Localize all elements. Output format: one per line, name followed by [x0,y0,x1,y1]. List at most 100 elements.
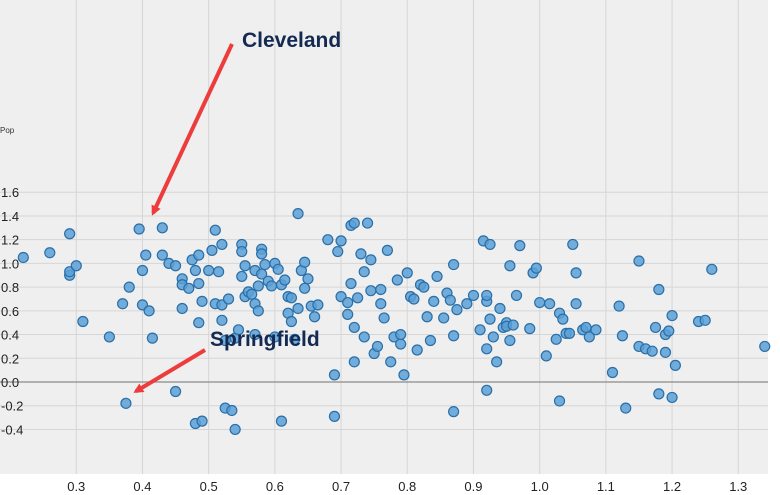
data-point [451,304,463,316]
data-point [77,315,89,328]
annotation-arrow [133,348,207,394]
data-point [193,249,205,261]
data-point [428,295,440,307]
y-axis-label: Pop [0,126,15,135]
data-point [239,260,251,272]
data-point [395,328,407,341]
data-point [213,266,225,278]
data-point [302,273,314,285]
x-tick-label: 0.7 [332,479,350,494]
data-point [136,264,149,277]
data-point [183,282,195,294]
data-point [580,321,592,334]
data-point [590,324,602,336]
data-point [444,294,456,306]
data-point [355,248,367,260]
data-point [481,289,493,302]
data-point [252,305,264,317]
data-point [507,319,519,331]
data-point [666,391,678,404]
x-axis-ticks: 0.3 0.4 0.5 0.6 0.7 0.8 0.9 1.0 1.1 1.2 1.3 [67,479,747,494]
data-point [352,292,364,304]
data-point [759,340,771,353]
data-point [259,258,271,271]
data-point [348,356,360,368]
data-point [616,330,629,342]
data-point [504,334,516,347]
data-point [481,384,493,396]
data-point [203,264,215,277]
data-point [411,344,423,356]
y-tick-label: 0.2 [1,351,19,366]
y-axis-ticks: -0.4 -0.2 0.0 0.2 0.4 0.6 0.8 1.0 1.2 1.4 1.6 [1,185,23,437]
data-point [249,328,261,341]
data-point [646,345,658,357]
data-point [272,263,284,275]
data-point [289,333,301,345]
data-point [494,302,506,315]
data-point [216,238,228,251]
x-tick-label: 1.2 [663,479,681,494]
data-point [308,311,321,323]
data-point [189,264,202,277]
data-point [514,240,526,252]
annotation-label: Springfield [210,328,320,351]
y-tick-label: 0.0 [1,375,19,390]
data-point [375,283,387,296]
data-point [196,295,208,307]
data-point [510,289,523,302]
data-point [365,254,377,266]
data-point [467,289,480,302]
data-point [613,300,625,312]
data-point [375,298,387,310]
data-point [169,260,182,272]
data-point [706,263,718,275]
x-tick-label: 0.8 [398,479,416,494]
data-point [342,296,354,309]
data-point [120,397,132,409]
data-point [206,244,218,256]
data-point [653,283,665,296]
x-tick-label: 1.1 [597,479,615,494]
data-point [335,235,347,247]
data-point [196,415,208,427]
data-point [232,324,245,336]
data-point [395,338,407,350]
data-point [361,217,374,229]
data-point [229,423,241,436]
data-point [553,395,566,407]
data-point [342,308,354,320]
data-point [448,258,460,271]
data-point [534,296,546,309]
data-point [312,299,324,311]
data-point [448,330,460,342]
data-point [504,260,516,272]
data-point [299,282,311,294]
data-point [484,238,496,251]
data-point [358,331,370,343]
y-tick-label: 0.4 [1,328,19,343]
data-point [649,321,662,334]
plot-background [0,0,768,474]
data-point [156,222,168,234]
data-point [583,331,595,343]
data-point [438,312,450,324]
x-tick-label: 0.3 [67,479,85,494]
annotation-arrow [151,43,234,216]
data-point [524,323,536,335]
data-point [193,317,205,329]
data-point [236,270,248,283]
data-point [620,402,632,414]
data-point [345,277,357,290]
data-point [143,305,155,317]
data-point [540,350,552,362]
data-point [140,249,152,261]
data-point [226,404,238,417]
data-point [285,292,298,304]
data-point [567,238,579,251]
data-point [408,293,420,305]
data-point [401,267,413,279]
data-point [653,388,665,400]
data-point [193,277,205,290]
